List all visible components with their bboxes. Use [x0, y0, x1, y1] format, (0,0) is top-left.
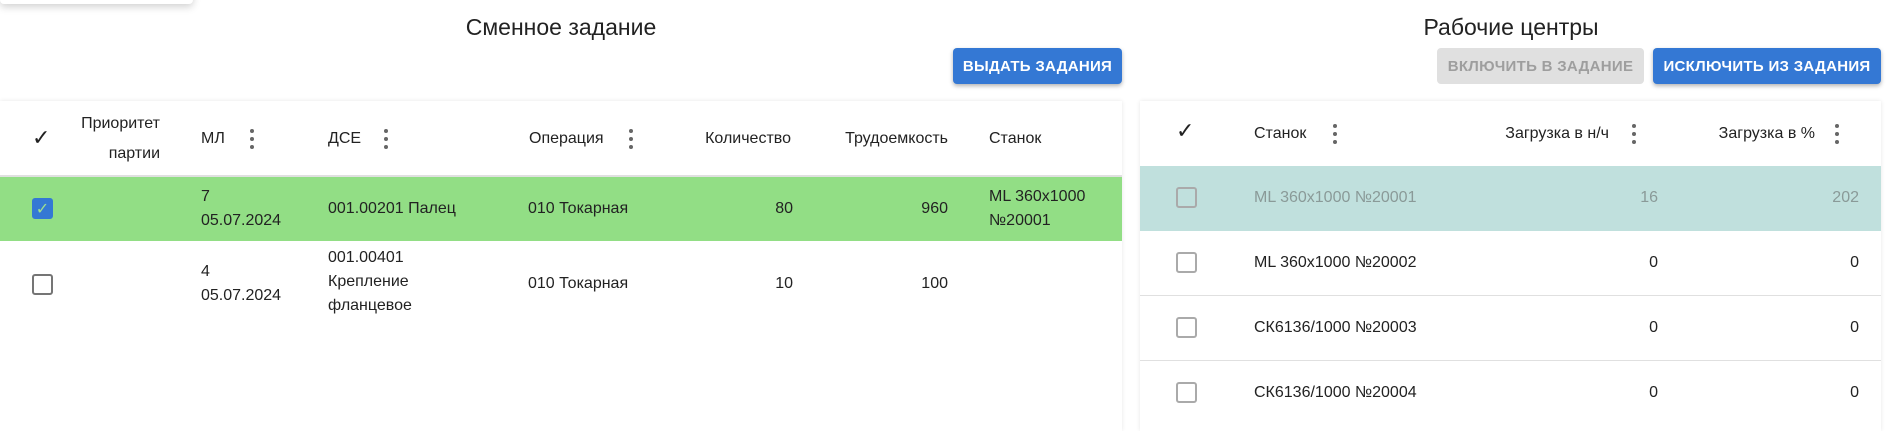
- load-pct-cell: 0: [1850, 254, 1859, 271]
- load-pct-cell: 202: [1832, 189, 1859, 206]
- machine-cell-2: №20001: [989, 212, 1051, 229]
- row-checkbox-checked[interactable]: ✓: [32, 198, 53, 219]
- select-all-check-icon[interactable]: ✓: [1176, 118, 1195, 143]
- row-checkbox[interactable]: [1176, 317, 1197, 338]
- table-row[interactable]: ML 360x1000 №20002 0 0: [1140, 231, 1881, 296]
- header-ml: МЛ: [201, 130, 225, 147]
- machine-cell: СК6136/1000 №20004: [1254, 384, 1417, 401]
- dse-cell: 001.00401: [328, 249, 404, 266]
- load-hours-column-menu-icon[interactable]: [1632, 124, 1636, 144]
- row-checkbox[interactable]: [1176, 187, 1197, 208]
- row-checkbox[interactable]: [1176, 252, 1197, 273]
- table-header: ✓ Станок Загрузка в н/ч Загрузка в %: [1140, 101, 1881, 166]
- quantity-cell: 10: [775, 275, 793, 292]
- ml-number: 4: [201, 263, 210, 280]
- load-pct-cell: 0: [1850, 319, 1859, 336]
- ml-column-menu-icon[interactable]: [250, 129, 254, 149]
- table-row[interactable]: СК6136/1000 №20003 0 0: [1140, 296, 1881, 361]
- top-card-edge: [0, 0, 193, 4]
- machine-cell: ML 360x1000: [989, 188, 1086, 205]
- table-row[interactable]: СК6136/1000 №20004 0 0: [1140, 361, 1881, 426]
- operation-cell: 010 Токарная: [528, 275, 629, 292]
- load-pct-column-menu-icon[interactable]: [1835, 124, 1839, 144]
- machine-cell: ML 360x1000 №20002: [1254, 254, 1417, 271]
- table-header: ✓ Приоритет партии МЛ ДСЕ Операция Колич…: [0, 101, 1122, 177]
- dse-column-menu-icon[interactable]: [384, 129, 388, 149]
- header-labor: Трудоемкость: [845, 130, 948, 147]
- header-machine: Станок: [989, 130, 1042, 147]
- ml-number: 7: [201, 188, 210, 205]
- dse-cell-2: Крепление: [328, 273, 409, 290]
- dse-cell-3: фланцевое: [328, 297, 412, 314]
- machine-cell: СК6136/1000 №20003: [1254, 319, 1417, 336]
- quantity-cell: 80: [775, 200, 793, 217]
- header-dse: ДСЕ: [328, 130, 362, 147]
- work-centers-table: ✓ Станок Загрузка в н/ч Загрузка в % ML …: [1140, 101, 1881, 431]
- labor-cell: 960: [921, 200, 948, 217]
- exclude-from-task-button[interactable]: ИСКЛЮЧИТЬ ИЗ ЗАДАНИЯ: [1653, 48, 1881, 84]
- work-centers-title: Рабочие центры: [1423, 14, 1599, 40]
- row-checkbox[interactable]: [32, 274, 53, 295]
- row-checkbox[interactable]: [1176, 382, 1197, 403]
- operation-column-menu-icon[interactable]: [629, 129, 633, 149]
- shift-task-table: ✓ Приоритет партии МЛ ДСЕ Операция Колич…: [0, 101, 1122, 431]
- header-priority: Приоритет: [81, 115, 160, 132]
- load-hours-cell: 16: [1640, 189, 1658, 206]
- header-quantity: Количество: [705, 130, 791, 147]
- header-priority-2: партии: [108, 145, 160, 162]
- machine-column-menu-icon[interactable]: [1333, 124, 1337, 144]
- load-pct-cell: 0: [1850, 384, 1859, 401]
- table-row[interactable]: ✓ 7 05.07.2024 001.00201 Палец 010 Токар…: [0, 177, 1122, 241]
- machine-cell: ML 360x1000 №20001: [1254, 189, 1417, 206]
- table-row[interactable]: ML 360x1000 №20001 16 202: [1140, 166, 1881, 231]
- shift-task-title: Сменное задание: [465, 14, 657, 40]
- load-hours-cell: 0: [1649, 384, 1658, 401]
- ml-date: 05.07.2024: [201, 212, 282, 229]
- labor-cell: 100: [921, 275, 948, 292]
- issue-tasks-button[interactable]: ВЫДАТЬ ЗАДАНИЯ: [953, 48, 1122, 84]
- load-hours-cell: 0: [1649, 254, 1658, 271]
- include-in-task-button[interactable]: ВКЛЮЧИТЬ В ЗАДАНИЕ: [1437, 48, 1644, 84]
- header-machine: Станок: [1254, 125, 1307, 142]
- header-load-hours: Загрузка в н/ч: [1505, 125, 1609, 142]
- header-operation: Операция: [529, 130, 604, 147]
- dse-cell: 001.00201 Палец: [328, 200, 456, 217]
- load-hours-cell: 0: [1649, 319, 1658, 336]
- ml-date: 05.07.2024: [201, 287, 282, 304]
- header-load-pct: Загрузка в %: [1718, 125, 1815, 142]
- select-all-check-icon[interactable]: ✓: [32, 125, 51, 150]
- operation-cell: 010 Токарная: [528, 200, 629, 217]
- table-row[interactable]: 4 05.07.2024 001.00401 Крепление фланцев…: [0, 241, 1122, 327]
